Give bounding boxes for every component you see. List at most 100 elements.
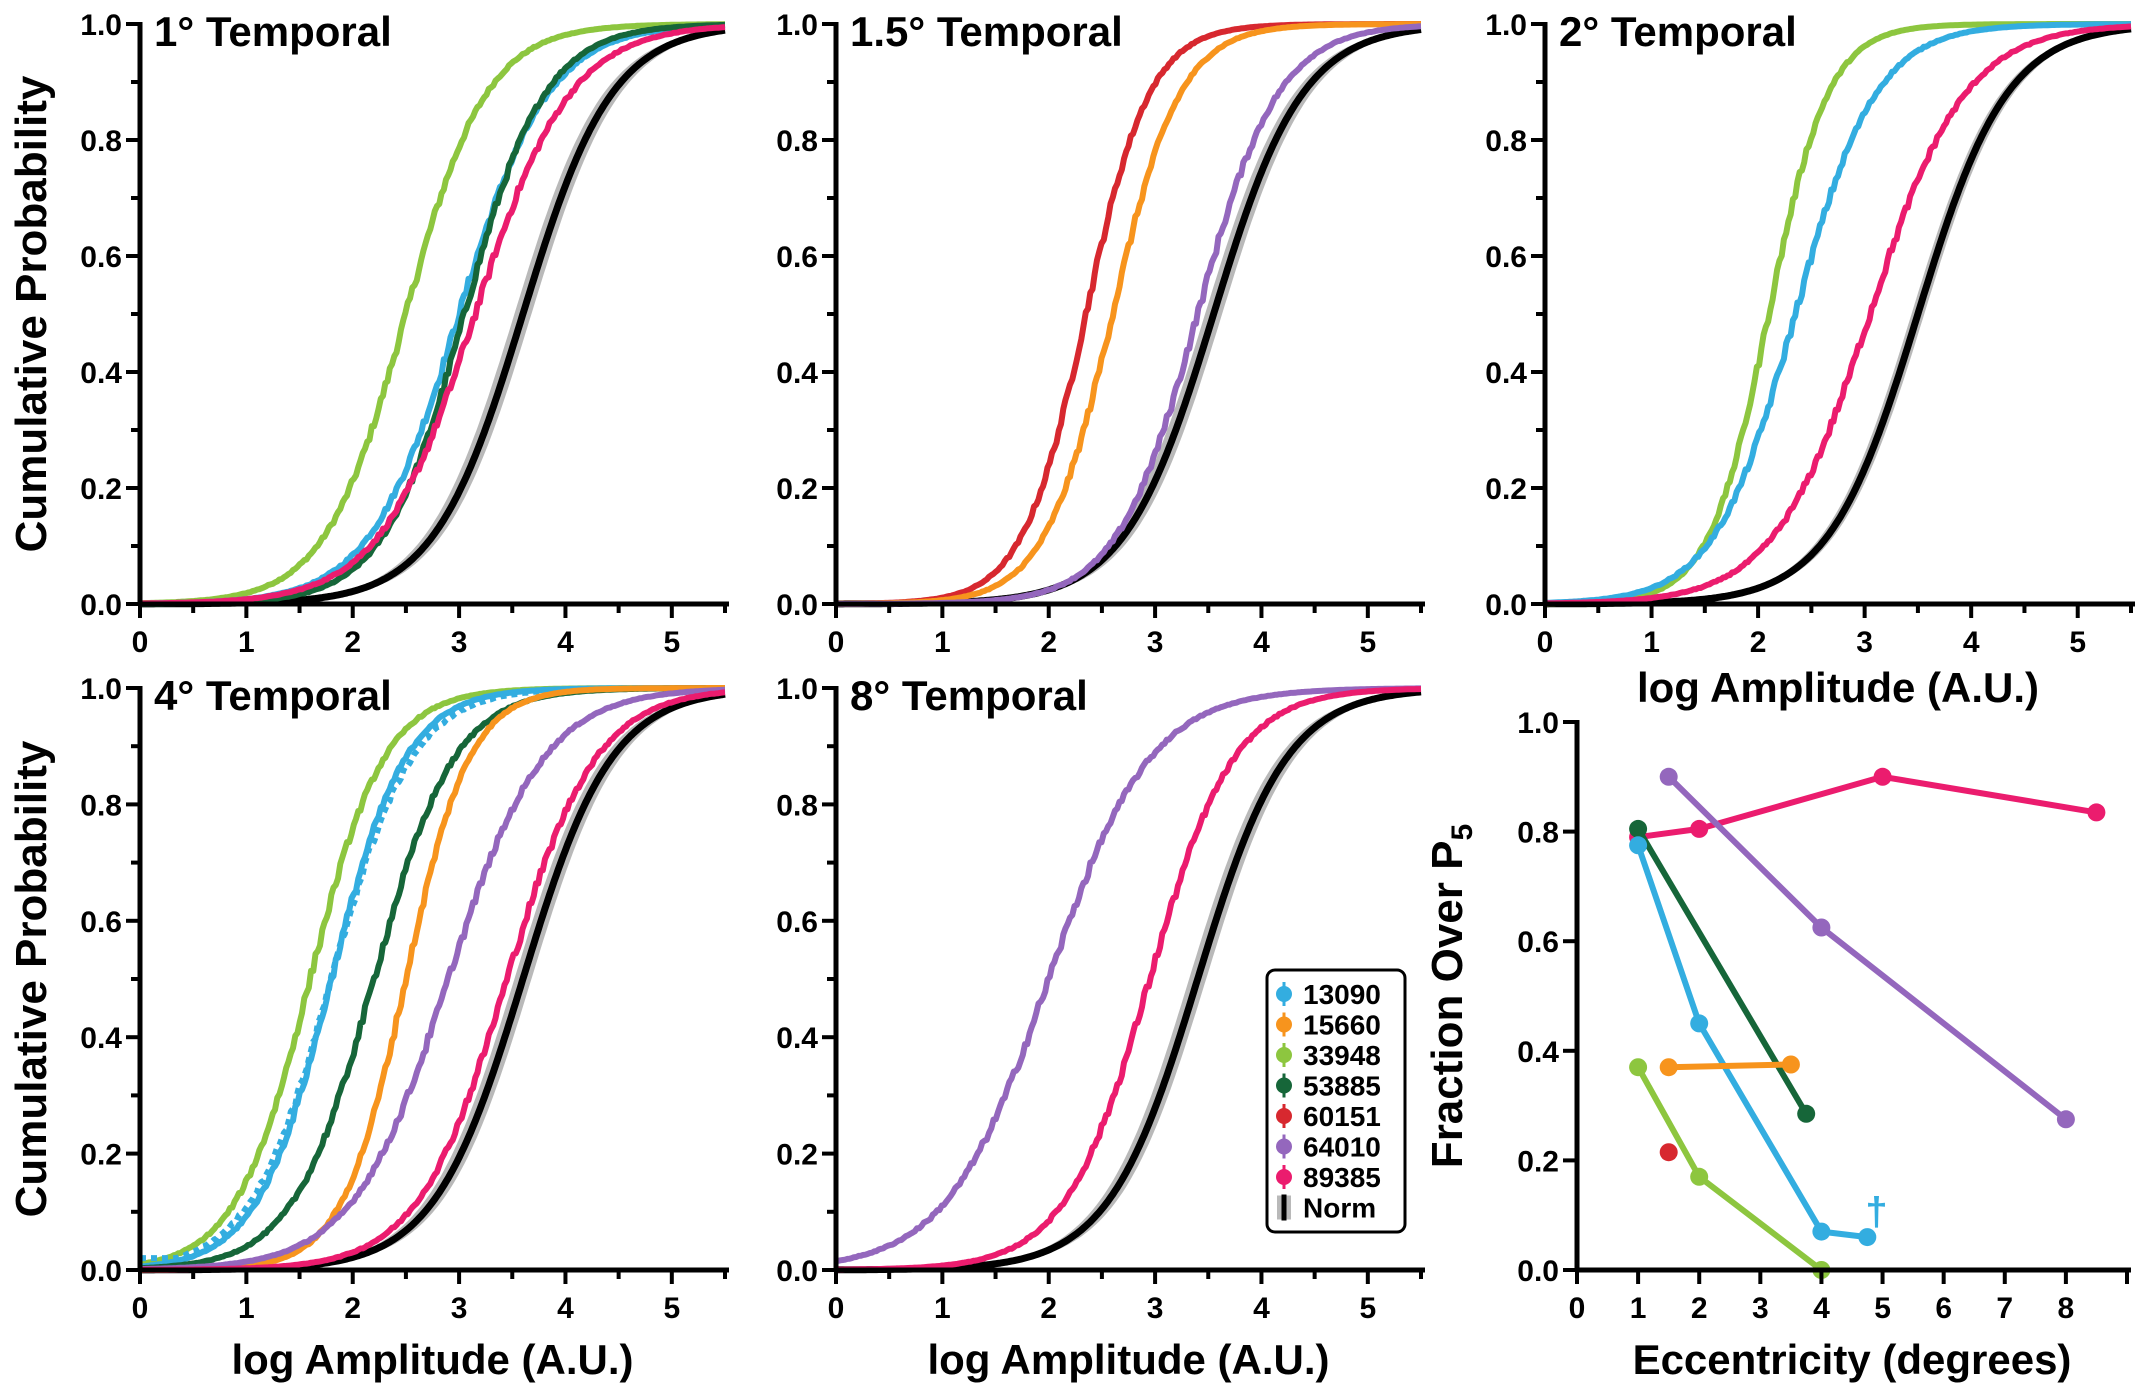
panel-6-series-33948-point-2	[1690, 1167, 1709, 1186]
panel-1-ylabel-text: Cumulative Probability	[7, 75, 56, 552]
panel-6-y-tick-label: 0.8	[1517, 817, 1559, 850]
panel-5-x-tick-label: 4	[1253, 1292, 1270, 1325]
panel-6-y-tick-label: 1.0	[1517, 707, 1559, 740]
legend-marker-icon	[1276, 1016, 1292, 1033]
panel-2-x-tick-label: 5	[1359, 626, 1376, 659]
panel-5-x-tick-label: 3	[1147, 1292, 1164, 1325]
panel-3-y-tick-label: 0.8	[1485, 125, 1527, 158]
panel-6-y-tick-label: 0.2	[1517, 1145, 1559, 1178]
legend-label: 60151	[1303, 1101, 1381, 1132]
panel-4-title: 4° Temporal	[154, 672, 392, 719]
panel-6-y-tick-label: 0.0	[1517, 1255, 1559, 1288]
panel-4-x-tick-label: 3	[451, 1292, 468, 1325]
panel-5-y-tick-label: 0.2	[776, 1139, 818, 1172]
panel-3-y-tick-label: 1.0	[1485, 9, 1527, 42]
panel-2-x-tick-label: 4	[1253, 626, 1270, 659]
panel-6-x-tick-label: 4	[1813, 1292, 1830, 1325]
norm-band-layer	[140, 28, 2131, 1270]
panel-2-y-tick-label: 0.2	[776, 473, 818, 506]
panel-2-y-tick-label: 0.6	[776, 241, 818, 274]
panel-6-ylabel-sub: 5	[1446, 824, 1479, 841]
legend-item-33948: 33948	[1276, 1040, 1381, 1071]
panel-3-y-tick-label: 0.6	[1485, 241, 1527, 274]
panel-6-x-tick-label: 3	[1752, 1292, 1769, 1325]
legend-item-60151: 60151	[1276, 1101, 1381, 1132]
panel-3-x-tick-label: 4	[1963, 626, 1980, 659]
panel-6-series-15660-point-1	[1659, 1058, 1678, 1077]
panel-6-x-tick-label: 2	[1691, 1292, 1708, 1325]
panel-1-y-tick-label: 0.8	[80, 125, 122, 158]
panel-4-ylabel: Cumulative Probability	[7, 740, 56, 1217]
panel-2-x-tick-label: 1	[934, 626, 951, 659]
legend-item-15660: 15660	[1276, 1010, 1381, 1041]
panel-4-x-tick-label: 4	[557, 1292, 574, 1325]
panel-6-x-tick-label: 1	[1630, 1292, 1647, 1325]
panel-1-x-tick-label: 3	[451, 626, 468, 659]
panel-4-series-13090-dotted	[139, 685, 726, 1262]
legend-item-89385: 89385	[1276, 1162, 1381, 1193]
panel-4-series-64010	[139, 686, 726, 1273]
panel-6-x-tick-label: 0	[1569, 1292, 1586, 1325]
panel-4-xlabel: log Amplitude (A.U.)	[231, 1336, 633, 1383]
legend-item-norm: Norm	[1277, 1193, 1376, 1224]
panel-1-y-tick-label: 0.0	[80, 589, 122, 622]
panel-2-series-64010	[835, 23, 1422, 607]
panel-1-series-53885	[139, 21, 726, 607]
panel-3-series-13090	[1544, 21, 2132, 606]
series-layer	[138, 21, 2133, 1279]
panel-4-y-tick-label: 0.2	[80, 1139, 122, 1172]
panel-1-title: 1° Temporal	[154, 8, 392, 55]
panel-1-y-tick-label: 1.0	[80, 9, 122, 42]
panel-2-y-tick-label: 0.0	[776, 589, 818, 622]
panel-3-norm-line	[1543, 25, 2133, 608]
panel-2-x-tick-label: 0	[828, 626, 845, 659]
panel-6-y-tick-label: 0.4	[1517, 1036, 1559, 1069]
panel-4-series-89385	[139, 689, 726, 1273]
legend-label: 13090	[1303, 979, 1381, 1010]
panel-1-series-89385	[139, 24, 726, 607]
panel-6-series-89385-point-2	[1690, 819, 1709, 838]
panel-6-series-13090-line	[1635, 844, 1868, 1241]
panel-6-ylabel-text: Fraction Over P	[1423, 841, 1472, 1169]
legend-label: 64010	[1303, 1132, 1381, 1163]
panel-5-y-tick-label: 0.6	[776, 906, 818, 939]
panel-5-series-89385	[835, 686, 1422, 1273]
panel-2-y-tick-label: 0.4	[776, 357, 818, 390]
panel-6-annotation-dagger: †	[1865, 1190, 1887, 1234]
panel-1-x-tick-label: 5	[663, 626, 680, 659]
panel-1-norm-band	[140, 29, 725, 604]
panel-1-series-13090	[139, 22, 726, 607]
panel-5-x-tick-label: 2	[1040, 1292, 1057, 1325]
legend-marker-icon	[1276, 986, 1292, 1002]
panel-5-y-tick-label: 0.8	[776, 789, 818, 822]
panel-4-x-tick-label: 1	[238, 1292, 255, 1325]
panel-3-y-tick-label: 0.2	[1485, 473, 1527, 506]
legend-item-64010: 64010	[1276, 1132, 1381, 1163]
panel-5-y-tick-label: 1.0	[776, 673, 818, 706]
panel-5-y-tick-label: 0.4	[776, 1022, 818, 1055]
panel-6-x-tick-label: 8	[2058, 1292, 2075, 1325]
panel-6-series-89385-point-4	[2087, 803, 2106, 822]
panel-5-x-tick-label: 0	[828, 1292, 845, 1325]
panel-1-ylabel: Cumulative Probability	[7, 75, 56, 552]
text-layer: 0 1 2 3 4 5 0.0 0.2 0.4 0.6 0.8 1.0 1° Temporal Cumul…	[7, 8, 2086, 1383]
panel-1-norm-line	[138, 26, 727, 608]
panel-6-series-13090-point-2	[1690, 1014, 1709, 1033]
panel-6-series-64010-point-2	[1812, 918, 1831, 937]
panel-6-series-33948-point-1	[1629, 1058, 1648, 1077]
panel-6-x-tick-label: 5	[1874, 1292, 1891, 1325]
panel-4-y-tick-label: 1.0	[80, 673, 122, 706]
panel-5-y-tick-label: 0.0	[776, 1255, 818, 1288]
panel-4-y-tick-label: 0.0	[80, 1255, 122, 1288]
panel-6-series-89385-line	[1637, 773, 2097, 841]
panel-6-xlabel: Eccentricity (degrees)	[1633, 1336, 2072, 1383]
legend-label: Norm	[1303, 1193, 1376, 1224]
legend-box	[1265, 968, 1407, 1234]
panel-4-norm-band	[140, 693, 725, 1270]
panel-4-x-tick-label: 0	[132, 1292, 149, 1325]
legend-marker-icon	[1276, 1047, 1292, 1063]
axes-layer	[126, 22, 2135, 1284]
panel-1-x-tick-label: 0	[132, 626, 149, 659]
panel-6-series-15660-line	[1668, 1061, 1791, 1071]
